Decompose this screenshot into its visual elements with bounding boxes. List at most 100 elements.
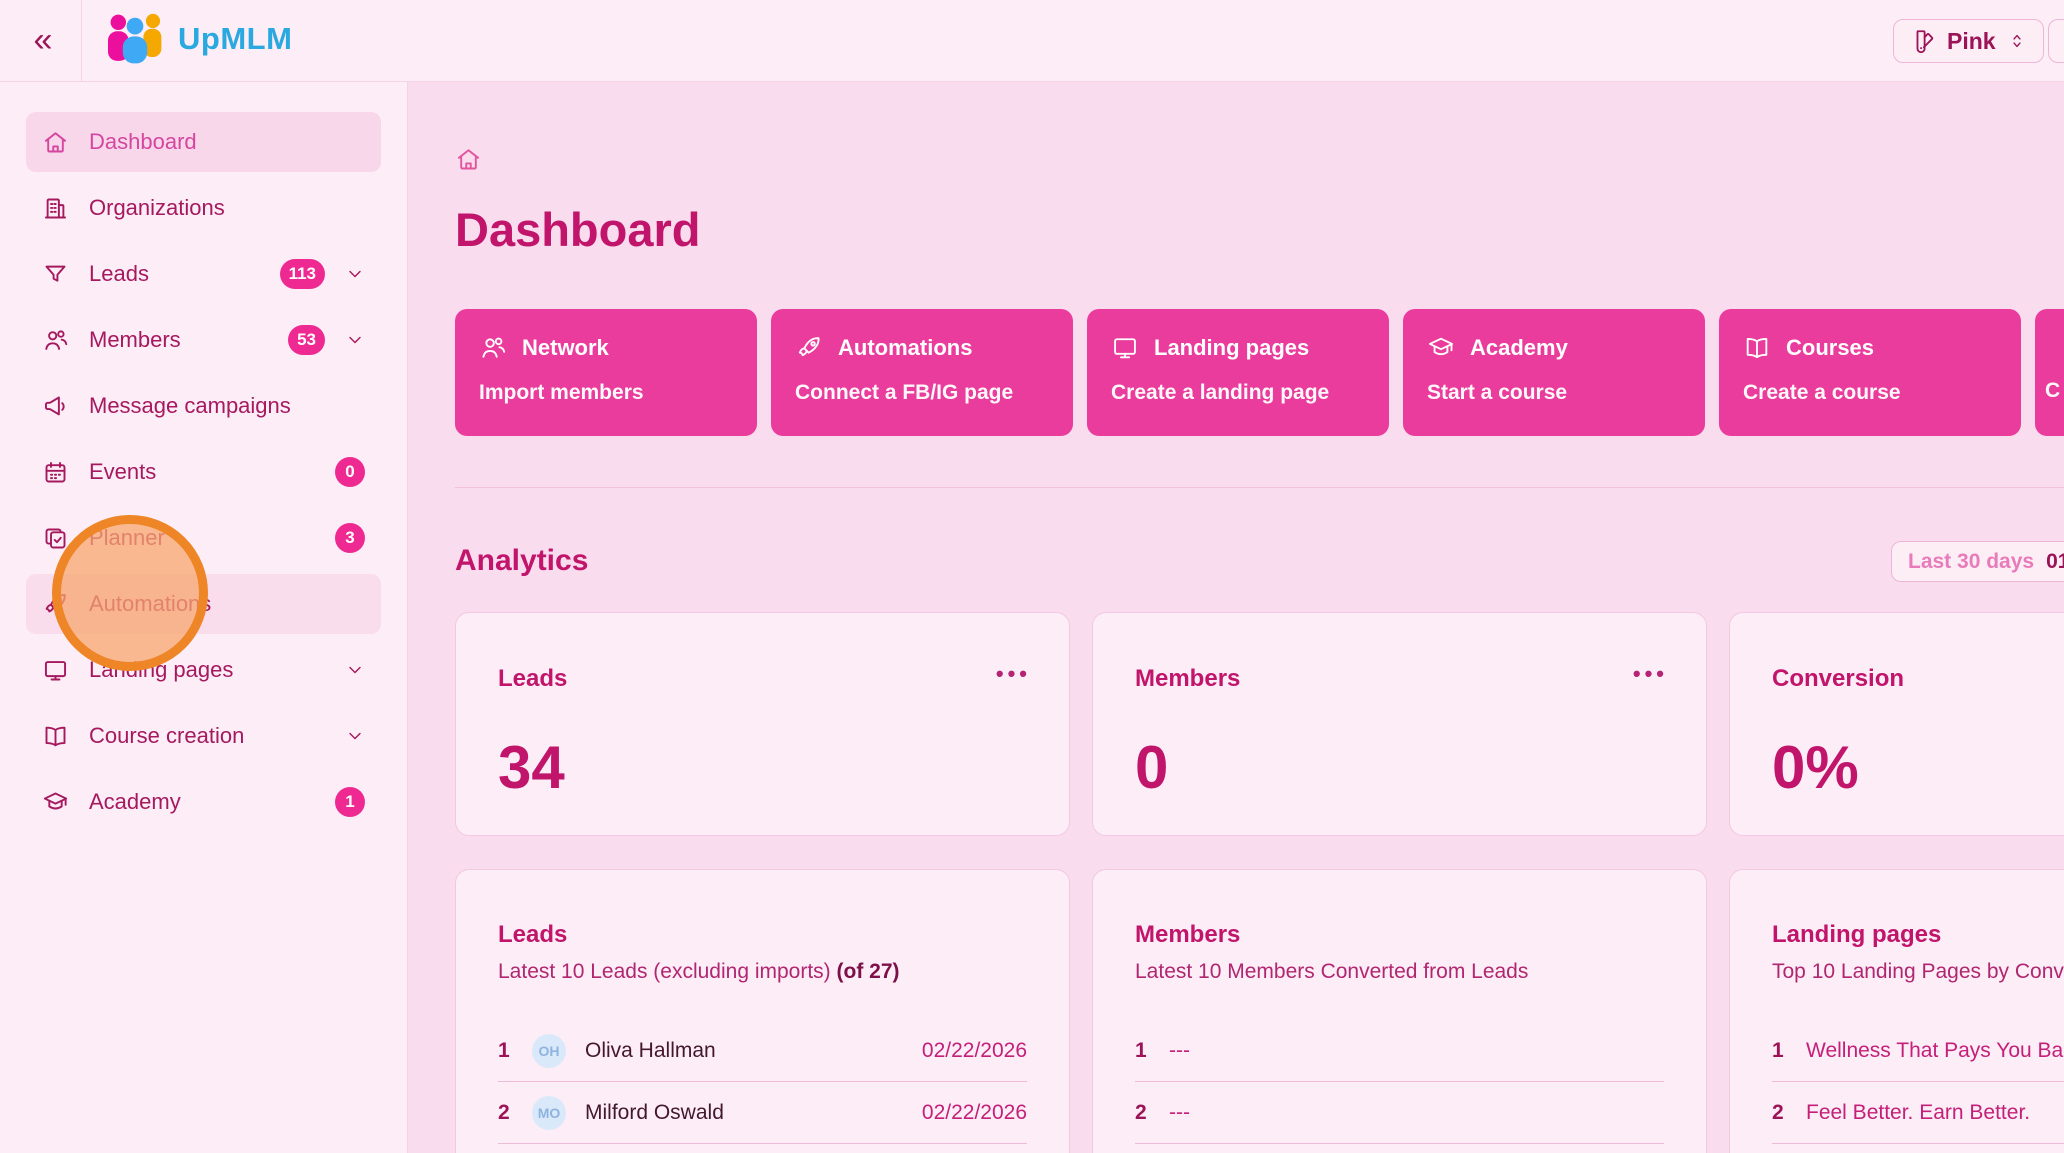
quick-action-title: Landing pages xyxy=(1154,335,1310,360)
quick-action-courses[interactable]: Courses Create a course xyxy=(1719,309,2021,436)
quick-action-academy[interactable]: Academy Start a course xyxy=(1403,309,1705,436)
quick-action-subtitle: Import members xyxy=(479,381,644,404)
date-range-select[interactable]: Last 30 days 01/2 xyxy=(1891,541,2064,582)
list-card-subtitle: Latest 10 Leads (excluding imports) (of … xyxy=(498,960,900,983)
stat-card-value: 0 xyxy=(1135,734,1169,801)
list-card-title: Landing pages xyxy=(1772,921,1942,948)
leads-count-badge: 113 xyxy=(279,259,325,289)
swatchbook-icon xyxy=(1916,30,1934,54)
member-value: --- xyxy=(1169,1038,1190,1062)
sidebar-item-course-creation[interactable]: Course creation xyxy=(26,706,381,766)
topbar-partial-button[interactable] xyxy=(2048,19,2064,63)
quick-action-network[interactable]: Network Import members xyxy=(455,309,757,436)
stat-cards-row: Leads ••• 34 Members ••• 0 Conversion 0% xyxy=(455,612,2064,836)
list-card-subtitle: Top 10 Landing Pages by Convers xyxy=(1772,960,2064,983)
analytics-heading: Analytics xyxy=(455,544,589,577)
sidebar-item-label: Landing pages xyxy=(89,657,234,682)
quick-action-automations[interactable]: Automations Connect a FB/IG page xyxy=(771,309,1073,436)
monitor-icon xyxy=(44,660,67,680)
members-count-badge: 53 xyxy=(288,325,325,355)
quick-actions-row: Network Import members Automations Conne… xyxy=(455,309,2064,436)
more-menu-icon[interactable]: ••• xyxy=(995,661,1031,686)
sidebar-item-planner[interactable]: Planner 3 xyxy=(26,508,381,568)
brand-name: UpMLM xyxy=(178,21,293,56)
chevron-down-icon[interactable] xyxy=(345,660,365,680)
clipboard-check-icon xyxy=(45,528,66,548)
graduation-cap-icon xyxy=(43,792,68,809)
quick-action-subtitle: Create a course xyxy=(1743,381,1901,404)
graduation-cap-icon xyxy=(1428,337,1454,356)
quick-action-subtitle: Create a landing page xyxy=(1111,381,1330,404)
sidebar-item-message-campaigns[interactable]: Message campaigns xyxy=(26,376,381,436)
stat-card-leads: Leads ••• 34 xyxy=(455,612,1070,836)
list-card-title: Leads xyxy=(498,921,568,948)
landing-page-row[interactable]: 1 Wellness That Pays You Back xyxy=(1772,1020,2064,1082)
sidebar-item-label: Members xyxy=(89,327,181,352)
avatar: OH xyxy=(532,1033,566,1068)
sidebar-item-label: Academy xyxy=(89,789,181,814)
stat-card-value: 34 xyxy=(498,734,565,801)
funnel-icon xyxy=(45,265,66,282)
landing-page-row[interactable]: 2 Feel Better. Earn Better. xyxy=(1772,1082,2064,1144)
list-card-subtitle: Latest 10 Members Converted from Leads xyxy=(1135,960,1529,983)
quick-action-partial[interactable]: C xyxy=(2035,309,2064,436)
sidebar-item-label: Organizations xyxy=(89,195,225,220)
chevron-down-icon[interactable] xyxy=(345,726,365,746)
row-number: 2 xyxy=(1135,1100,1147,1124)
member-value: --- xyxy=(1169,1100,1190,1124)
sidebar: Dashboard Organizations Leads 113 Member… xyxy=(0,82,408,1153)
chevron-up-down-icon xyxy=(2012,34,2021,48)
sidebar-item-organizations[interactable]: Organizations xyxy=(26,178,381,238)
sidebar-item-automations[interactable]: Automations xyxy=(26,574,381,634)
theme-select-value: Pink xyxy=(1947,27,1996,54)
book-open-icon xyxy=(1746,337,1768,359)
chevron-down-icon[interactable] xyxy=(345,264,365,284)
upmlm-logo-icon xyxy=(108,13,162,64)
member-row[interactable]: 2 --- xyxy=(1135,1082,1664,1144)
row-number: 1 xyxy=(1135,1038,1147,1062)
stat-card-title: Conversion xyxy=(1772,665,1905,692)
calendar-icon xyxy=(45,461,66,482)
row-number: 1 xyxy=(498,1038,510,1062)
theme-select[interactable]: Pink xyxy=(1893,19,2044,63)
sidebar-item-landing-pages[interactable]: Landing pages xyxy=(26,640,381,700)
lead-date: 02/22/2026 xyxy=(921,1100,1027,1124)
megaphone-icon xyxy=(44,396,65,415)
sidebar-item-label: Planner xyxy=(89,525,165,550)
lead-row[interactable]: 1 OH Oliva Hallman 02/22/2026 xyxy=(498,1020,1027,1082)
stat-card-title: Members xyxy=(1135,665,1241,692)
breadcrumb-home-icon[interactable] xyxy=(455,146,482,173)
app-logo[interactable]: UpMLM xyxy=(104,12,292,66)
chevron-down-icon[interactable] xyxy=(345,330,365,350)
quick-action-subtitle: C xyxy=(2045,379,2061,402)
sidebar-item-label: Dashboard xyxy=(89,129,197,154)
date-range-label: Last 30 days xyxy=(1908,549,2035,573)
landing-page-name: Feel Better. Earn Better. xyxy=(1806,1100,2031,1124)
sidebar-collapse-button[interactable]: « xyxy=(20,14,66,66)
list-cards-row: Leads Latest 10 Leads (excluding imports… xyxy=(455,869,2064,1153)
leads-list: 1 OH Oliva Hallman 02/22/2026 2 MO Milfo… xyxy=(498,1020,1027,1144)
stat-card-title: Leads xyxy=(498,665,568,692)
sidebar-item-academy[interactable]: Academy 1 xyxy=(26,772,381,832)
sidebar-item-label: Events xyxy=(89,459,157,484)
member-row[interactable]: 1 --- xyxy=(1135,1020,1664,1082)
sidebar-item-dashboard[interactable]: Dashboard xyxy=(26,112,381,172)
lead-row[interactable]: 2 MO Milford Oswald 02/22/2026 xyxy=(498,1082,1027,1144)
lead-name: Oliva Hallman xyxy=(585,1038,716,1062)
quick-action-landing-pages[interactable]: Landing pages Create a landing page xyxy=(1087,309,1389,436)
lead-date: 02/22/2026 xyxy=(921,1038,1027,1062)
sidebar-item-events[interactable]: Events 0 xyxy=(26,442,381,502)
list-card-leads: Leads Latest 10 Leads (excluding imports… xyxy=(455,869,1070,1153)
lead-name: Milford Oswald xyxy=(585,1100,724,1124)
more-menu-icon[interactable]: ••• xyxy=(1632,661,1668,686)
rocket-icon xyxy=(798,337,820,357)
sidebar-item-members[interactable]: Members 53 xyxy=(26,310,381,370)
members-list: 1 --- 2 --- xyxy=(1135,1020,1664,1144)
sidebar-item-label: Automations xyxy=(89,591,212,616)
page-title: Dashboard xyxy=(455,203,701,256)
quick-action-subtitle: Start a course xyxy=(1427,381,1568,404)
sidebar-item-leads[interactable]: Leads 113 xyxy=(26,244,381,304)
avatar: MO xyxy=(532,1095,566,1130)
stat-card-members: Members ••• 0 xyxy=(1092,612,1707,836)
quick-action-title: Courses xyxy=(1786,335,1875,360)
